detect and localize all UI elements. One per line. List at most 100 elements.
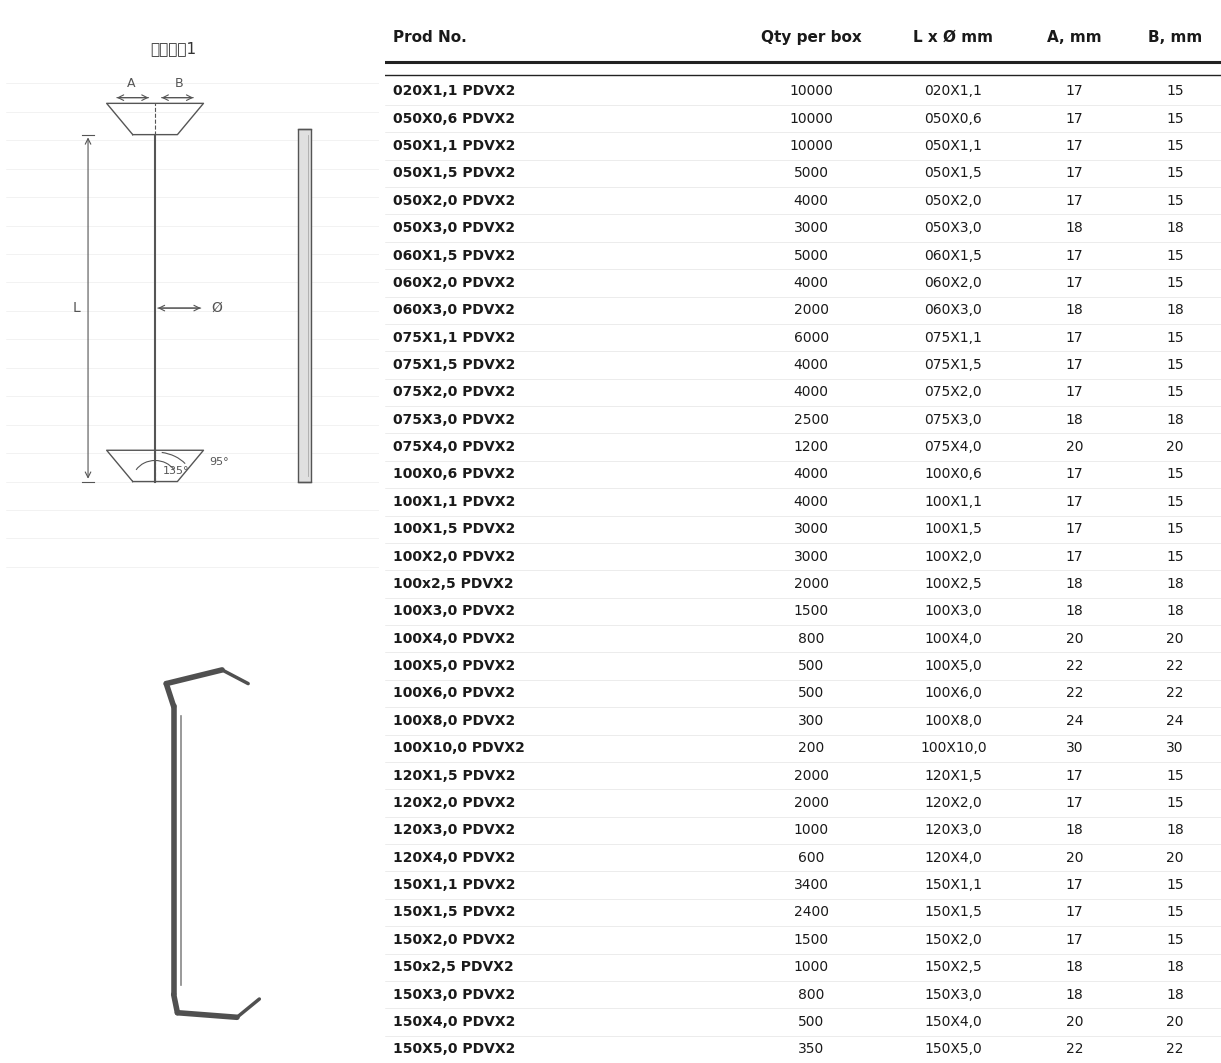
Text: 30: 30 — [1066, 741, 1083, 755]
Text: 075X3,0 PDVX2: 075X3,0 PDVX2 — [393, 412, 515, 426]
Text: 075X1,5 PDVX2: 075X1,5 PDVX2 — [393, 358, 515, 372]
Text: 22: 22 — [1066, 659, 1083, 673]
Text: L x Ø mm: L x Ø mm — [913, 30, 994, 45]
Text: 100X8,0 PDVX2: 100X8,0 PDVX2 — [393, 714, 515, 728]
Text: 15: 15 — [1166, 933, 1184, 947]
Text: 060X2,0 PDVX2: 060X2,0 PDVX2 — [393, 276, 515, 290]
Text: 2000: 2000 — [794, 303, 829, 317]
Text: 4000: 4000 — [794, 386, 829, 400]
Text: 30: 30 — [1166, 741, 1183, 755]
Text: 800: 800 — [799, 631, 824, 645]
Text: 24: 24 — [1066, 714, 1083, 728]
Text: 15: 15 — [1166, 331, 1184, 344]
Text: 350: 350 — [799, 1043, 824, 1057]
Text: 15: 15 — [1166, 249, 1184, 263]
Text: 3400: 3400 — [794, 878, 829, 892]
Text: 600: 600 — [799, 850, 824, 864]
Text: 100X10,0: 100X10,0 — [921, 741, 987, 755]
Text: 15: 15 — [1166, 386, 1184, 400]
Text: 20: 20 — [1166, 850, 1183, 864]
Text: 120X4,0 PDVX2: 120X4,0 PDVX2 — [393, 850, 515, 864]
Text: 15: 15 — [1166, 276, 1184, 290]
Text: 100X3,0 PDVX2: 100X3,0 PDVX2 — [393, 605, 515, 619]
Text: 17: 17 — [1066, 522, 1083, 536]
Text: 2500: 2500 — [794, 412, 829, 426]
Text: 18: 18 — [1066, 988, 1083, 1001]
Text: 150X1,5 PDVX2: 150X1,5 PDVX2 — [393, 906, 515, 919]
Text: 10000: 10000 — [789, 84, 833, 98]
Text: 18: 18 — [1066, 824, 1083, 838]
Text: 100X1,1: 100X1,1 — [924, 495, 983, 509]
Text: 075X3,0: 075X3,0 — [924, 412, 982, 426]
Text: 150X1,1: 150X1,1 — [924, 878, 983, 892]
Text: 050X1,5 PDVX2: 050X1,5 PDVX2 — [393, 167, 515, 181]
Text: 2000: 2000 — [794, 769, 829, 782]
Text: 15: 15 — [1166, 193, 1184, 207]
Text: Ø: Ø — [211, 301, 222, 315]
Text: 800: 800 — [799, 988, 824, 1001]
Text: 2000: 2000 — [794, 577, 829, 591]
Text: 24: 24 — [1166, 714, 1183, 728]
Text: 100X1,1 PDVX2: 100X1,1 PDVX2 — [393, 495, 515, 509]
Text: Prod No.: Prod No. — [393, 30, 466, 45]
Text: 20: 20 — [1066, 850, 1083, 864]
Text: 15: 15 — [1166, 878, 1184, 892]
Text: 120X2,0: 120X2,0 — [924, 796, 982, 810]
Text: 100X1,5 PDVX2: 100X1,5 PDVX2 — [393, 522, 515, 536]
Text: 2400: 2400 — [794, 906, 829, 919]
Text: 050X2,0: 050X2,0 — [924, 193, 982, 207]
Text: 020X1,1: 020X1,1 — [924, 84, 982, 98]
Text: 17: 17 — [1066, 193, 1083, 207]
Text: 20: 20 — [1066, 440, 1083, 454]
Text: B, mm: B, mm — [1148, 30, 1203, 45]
Text: 4000: 4000 — [794, 468, 829, 482]
Text: 100X2,0: 100X2,0 — [924, 550, 982, 563]
Text: 050X3,0 PDVX2: 050X3,0 PDVX2 — [393, 221, 515, 235]
Text: 15: 15 — [1166, 358, 1184, 372]
Text: 150X4,0 PDVX2: 150X4,0 PDVX2 — [393, 1015, 515, 1029]
Text: 17: 17 — [1066, 495, 1083, 509]
Text: 075X4,0: 075X4,0 — [924, 440, 982, 454]
Text: 120X2,0 PDVX2: 120X2,0 PDVX2 — [393, 796, 515, 810]
Text: 4000: 4000 — [794, 276, 829, 290]
Text: 10000: 10000 — [789, 139, 833, 153]
Text: 20: 20 — [1066, 1015, 1083, 1029]
Text: 22: 22 — [1166, 1043, 1183, 1057]
Text: 150x2,5 PDVX2: 150x2,5 PDVX2 — [393, 960, 514, 974]
Text: 100X6,0 PDVX2: 100X6,0 PDVX2 — [393, 687, 515, 701]
Text: 100X10,0 PDVX2: 100X10,0 PDVX2 — [393, 741, 525, 755]
Text: 1000: 1000 — [794, 824, 829, 838]
Text: 1200: 1200 — [794, 440, 829, 454]
Text: 100X5,0 PDVX2: 100X5,0 PDVX2 — [393, 659, 515, 673]
Text: 2000: 2000 — [794, 796, 829, 810]
Text: 150X1,1 PDVX2: 150X1,1 PDVX2 — [393, 878, 515, 892]
Text: 17: 17 — [1066, 276, 1083, 290]
Text: 050X3,0: 050X3,0 — [924, 221, 982, 235]
Text: 10000: 10000 — [789, 112, 833, 125]
Text: 050X2,0 PDVX2: 050X2,0 PDVX2 — [393, 193, 515, 207]
Text: 18: 18 — [1166, 577, 1184, 591]
Text: 1500: 1500 — [794, 933, 829, 947]
Text: 060X2,0: 060X2,0 — [924, 276, 982, 290]
Text: 18: 18 — [1066, 605, 1083, 619]
Text: L: L — [73, 301, 81, 315]
Text: 18: 18 — [1166, 605, 1184, 619]
Text: 3000: 3000 — [794, 550, 829, 563]
Text: 020X1,1 PDVX2: 020X1,1 PDVX2 — [393, 84, 515, 98]
Text: 20: 20 — [1166, 631, 1183, 645]
Text: 20: 20 — [1166, 1015, 1183, 1029]
Text: 3000: 3000 — [794, 221, 829, 235]
Text: 17: 17 — [1066, 906, 1083, 919]
Text: 100X4,0 PDVX2: 100X4,0 PDVX2 — [393, 631, 515, 645]
Text: 15: 15 — [1166, 495, 1184, 509]
Text: 22: 22 — [1166, 687, 1183, 701]
Text: 15: 15 — [1166, 167, 1184, 181]
Text: 100X0,6 PDVX2: 100X0,6 PDVX2 — [393, 468, 515, 482]
Text: 150X4,0: 150X4,0 — [924, 1015, 982, 1029]
Text: 17: 17 — [1066, 933, 1083, 947]
Text: 100X0,6: 100X0,6 — [924, 468, 982, 482]
Text: 300: 300 — [799, 714, 824, 728]
Text: 17: 17 — [1066, 468, 1083, 482]
Text: 150X3,0: 150X3,0 — [924, 988, 982, 1001]
Text: 18: 18 — [1166, 303, 1184, 317]
